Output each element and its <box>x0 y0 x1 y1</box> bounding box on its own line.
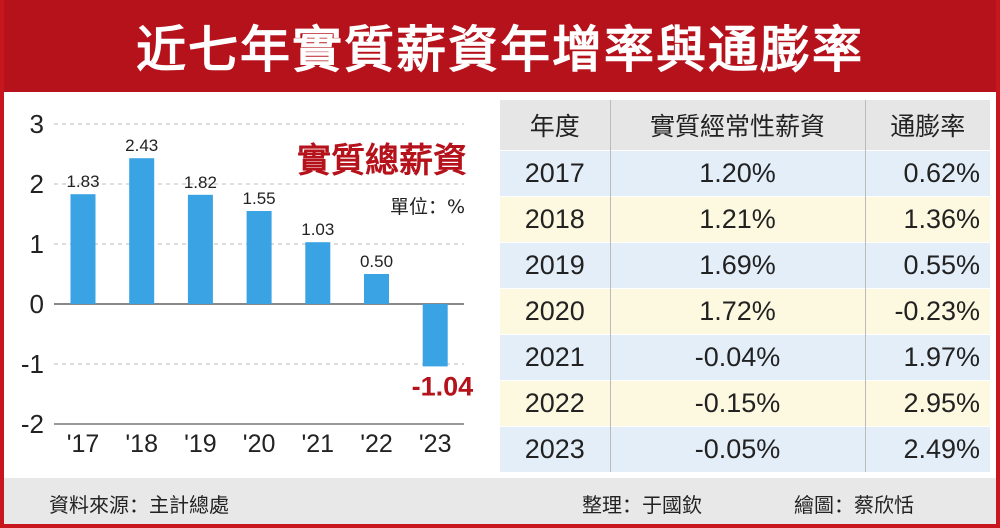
wage-cell: 1.21% <box>609 195 865 242</box>
year-cell: 2020 <box>500 287 610 334</box>
y-tick-label: 0 <box>30 289 44 319</box>
x-tick-label: '20 <box>243 430 276 458</box>
x-tick-label: '21 <box>302 430 335 458</box>
table-header-row: 年度 實質經常性薪資 通膨率 <box>500 100 990 150</box>
bar <box>129 158 155 304</box>
value-label: 1.55 <box>243 189 276 208</box>
wage-cell: -0.04% <box>609 333 865 380</box>
wage-cell: 1.72% <box>609 287 865 334</box>
table-row: 2023 -0.05% 2.49% <box>500 425 990 472</box>
unit-label: 單位：% <box>390 196 465 218</box>
footer: 資料來源：主計總處 整理：于國欽 繪圖：蔡欣恬 <box>4 478 996 524</box>
year-cell: 2017 <box>500 149 610 196</box>
table-row: 2017 1.20% 0.62% <box>500 149 990 196</box>
inflation-cell: -0.23% <box>864 287 990 334</box>
year-cell: 2021 <box>500 333 610 380</box>
header-year: 年度 <box>500 100 610 150</box>
year-cell: 2018 <box>500 195 610 242</box>
inflation-cell: 1.36% <box>864 195 990 242</box>
bar <box>364 274 389 304</box>
x-tick-label: '17 <box>67 430 100 458</box>
wage-cell: 1.69% <box>609 241 865 288</box>
wage-cell: -0.15% <box>609 379 865 426</box>
editor-text: 整理：于國欽 <box>582 493 702 517</box>
inflation-cell: 0.55% <box>864 241 990 288</box>
data-table: 年度 實質經常性薪資 通膨率 2017 1.20% 0.62% 2018 1.21% 1.… <box>500 100 990 472</box>
y-tick-label: 2 <box>30 169 44 199</box>
inflation-cell: 1.97% <box>864 333 990 380</box>
table-row: 2022 -0.15% 2.95% <box>500 379 990 426</box>
year-cell: 2022 <box>500 379 610 426</box>
table-row: 2018 1.21% 1.36% <box>500 195 990 242</box>
header-real-regular-wage: 實質經常性薪資 <box>609 100 865 150</box>
table-row: 2021 -0.04% 1.97% <box>500 333 990 380</box>
value-label-negative: -1.04 <box>412 371 474 401</box>
bar <box>187 194 213 304</box>
table-row: 2020 1.72% -0.23% <box>500 287 990 334</box>
y-tick-label: 3 <box>30 109 44 139</box>
value-label: 1.82 <box>184 173 217 192</box>
wage-cell: 1.20% <box>609 149 865 196</box>
inflation-cell: 2.49% <box>864 425 990 472</box>
page-title: 近七年實質薪資年增率與通膨率 <box>136 21 864 79</box>
bar <box>305 242 331 304</box>
table-row: 2019 1.69% 0.55% <box>500 241 990 288</box>
x-tick-label: '22 <box>360 430 393 458</box>
x-tick-label: '23 <box>419 430 452 458</box>
source-text: 資料來源：主計總處 <box>49 493 229 517</box>
value-label: 1.83 <box>66 172 99 191</box>
illustrator-text: 繪圖：蔡欣恬 <box>794 493 914 517</box>
x-tick-label: '19 <box>184 430 217 458</box>
bar <box>246 211 272 304</box>
bar-chart: 3 2 1 0 -1 -2 1.83 '17 2.43 '18 1.82 '19 1.55 '20 1.03… <box>21 109 474 458</box>
title-bar: 近七年實質薪資年增率與通膨率 <box>0 0 1000 92</box>
bar <box>70 194 96 304</box>
year-cell: 2019 <box>500 241 610 288</box>
value-label: 1.03 <box>301 220 334 239</box>
y-tick-label: -1 <box>21 349 44 379</box>
value-label: 0.50 <box>360 252 393 271</box>
year-cell: 2023 <box>500 425 610 472</box>
wage-cell: -0.05% <box>609 425 865 472</box>
header-inflation: 通膨率 <box>864 100 990 150</box>
x-tick-label: '18 <box>125 430 158 458</box>
bar <box>422 304 448 367</box>
inflation-cell: 2.95% <box>864 379 990 426</box>
y-tick-label: 1 <box>30 229 44 259</box>
inflation-cell: 0.62% <box>864 149 990 196</box>
value-label: 2.43 <box>125 136 158 155</box>
y-tick-label: -2 <box>21 409 44 439</box>
chart-title: 實質總薪資 <box>297 141 467 181</box>
